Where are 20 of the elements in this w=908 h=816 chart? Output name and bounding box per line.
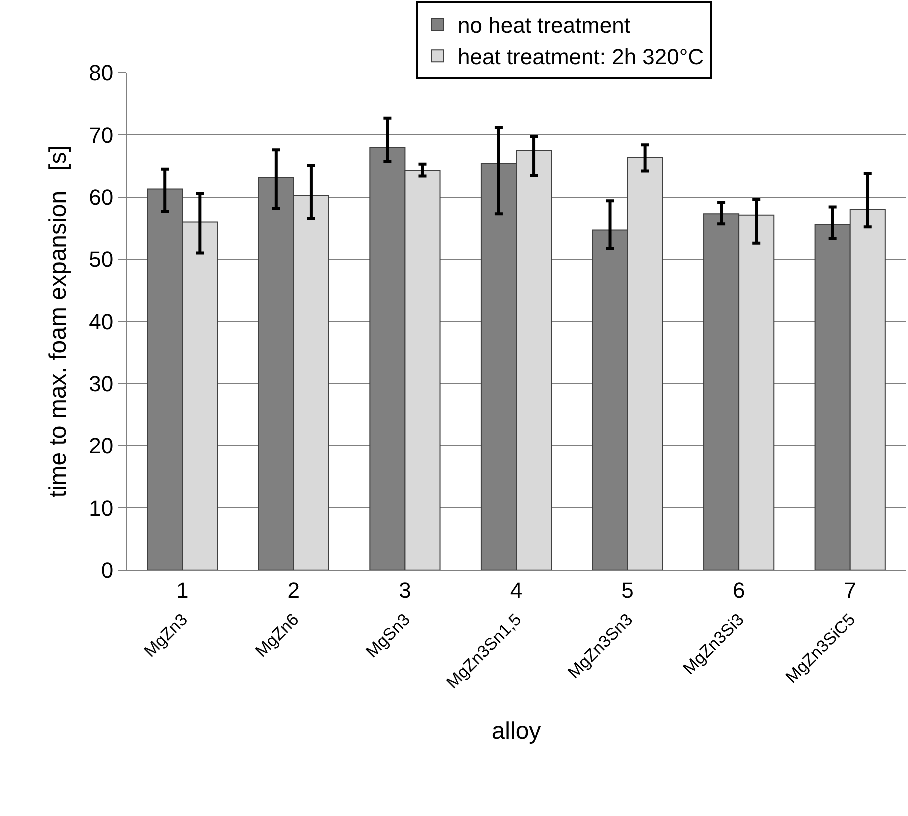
- legend-label: heat treatment: 2h 320°C: [458, 44, 704, 70]
- x-tick-label: 3: [399, 578, 412, 603]
- y-tick-label: 0: [101, 558, 114, 584]
- x-axis-title: alloy: [492, 718, 542, 745]
- y-tick-label: 80: [89, 60, 114, 86]
- y-axis-title: time to max. foam expansion [s]: [45, 146, 72, 498]
- y-tick-label: 60: [89, 185, 114, 210]
- x-tick-label: 5: [622, 578, 634, 603]
- y-tick-label: 10: [89, 496, 114, 521]
- y-tick-label: 30: [89, 372, 114, 397]
- legend-label: no heat treatment: [458, 13, 630, 38]
- x-tick-label: 6: [732, 578, 746, 603]
- y-tick-label: 20: [89, 434, 114, 459]
- y-tick-label: 50: [89, 247, 114, 272]
- y-tick-label: 40: [89, 309, 114, 334]
- x-tick-label: 7: [844, 578, 856, 603]
- x-tick-label: 4: [510, 578, 523, 603]
- x-tick-label: 2: [288, 578, 300, 603]
- y-tick-label: 70: [89, 122, 114, 148]
- x-tick-label: 1: [176, 578, 189, 603]
